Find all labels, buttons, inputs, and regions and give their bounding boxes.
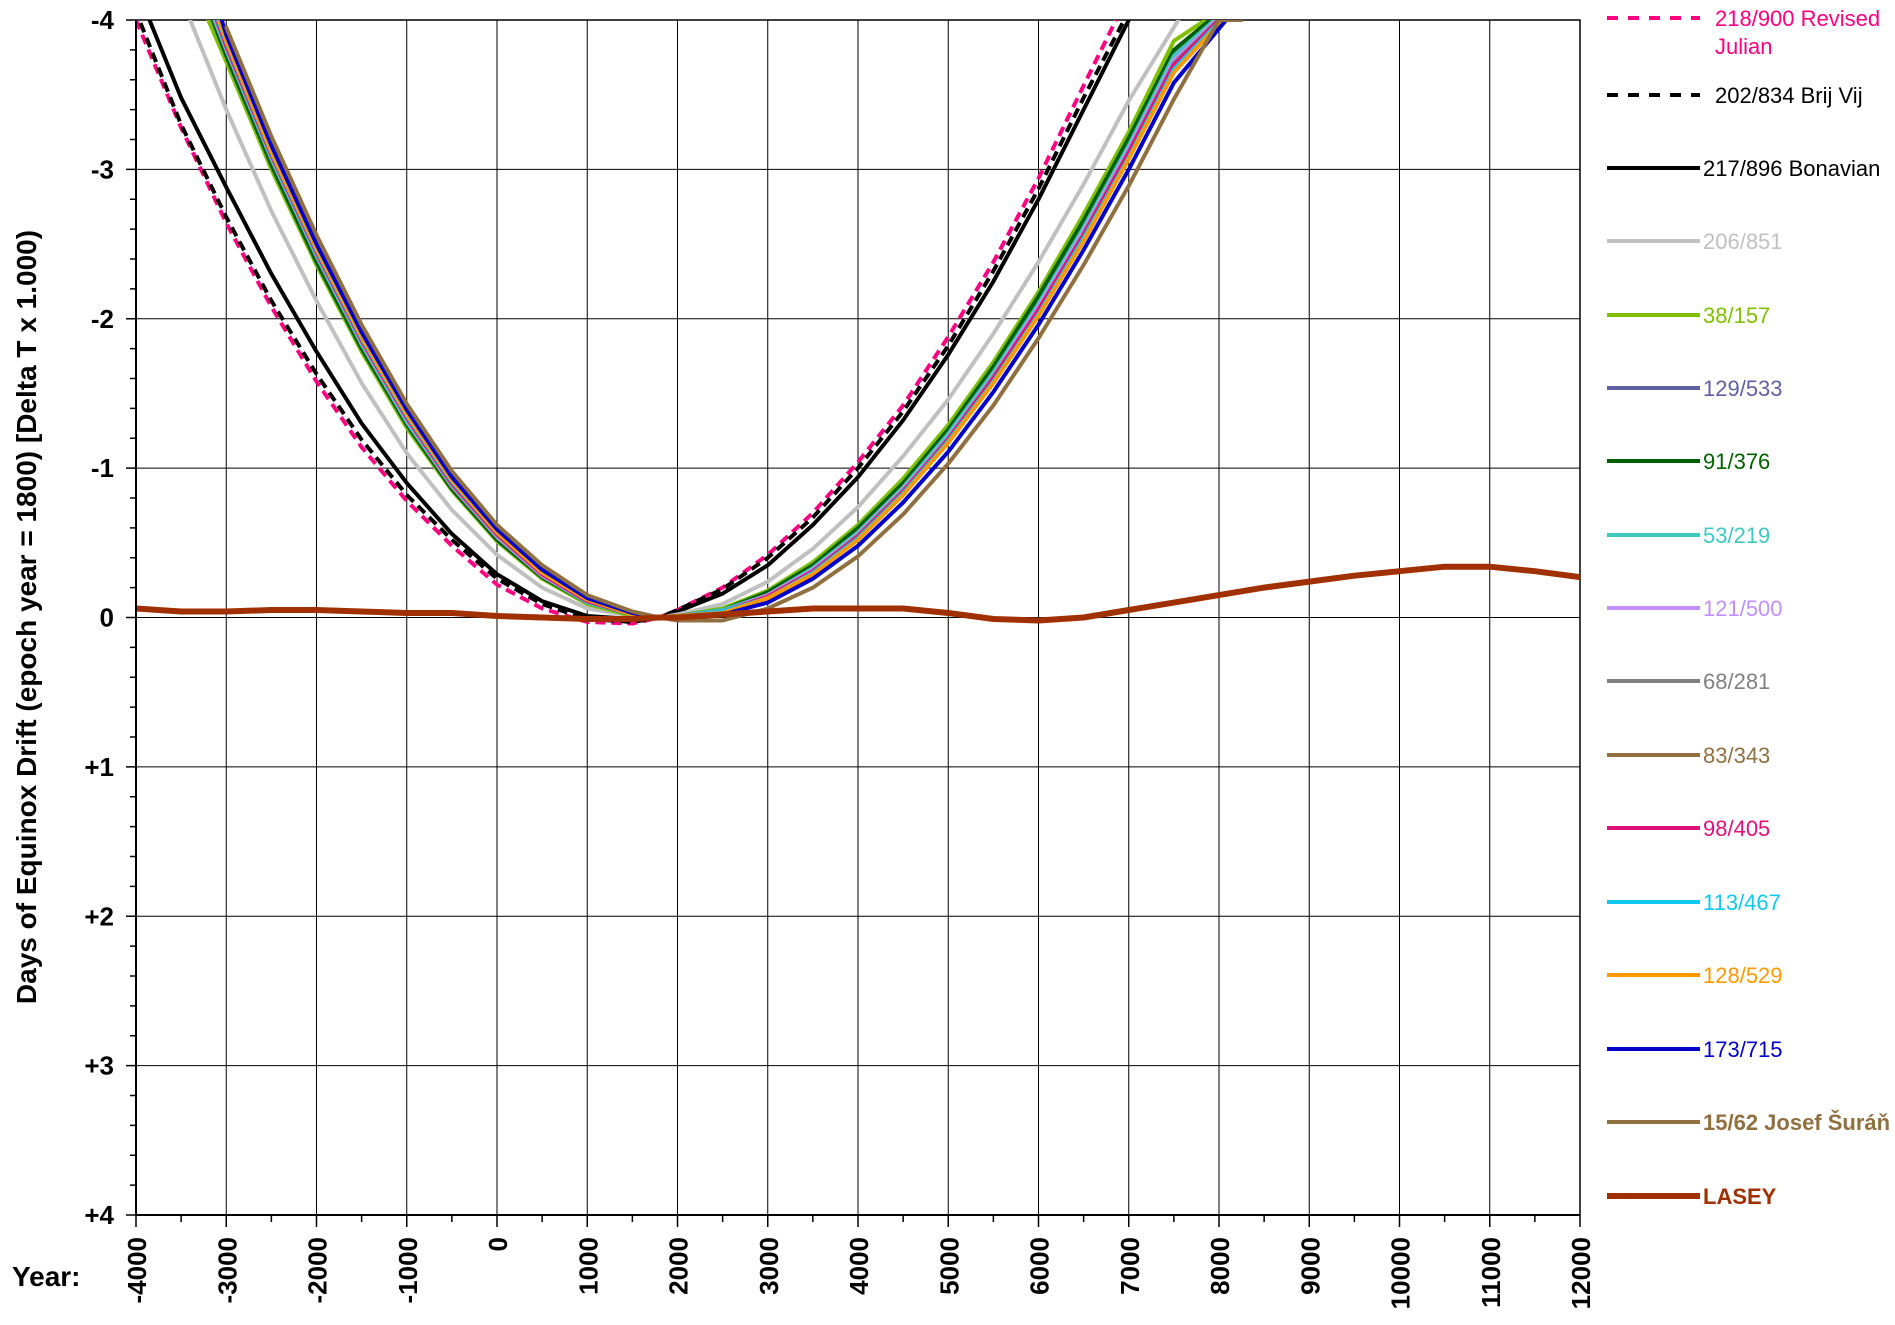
- legend-label-15: 15/62 Josef Šuráň: [1703, 1110, 1890, 1135]
- x-tick-label: -4000: [122, 1237, 152, 1304]
- y-tick-label: -3: [91, 154, 114, 184]
- y-tick-label: -4: [91, 5, 115, 35]
- legend-label-14: 173/715: [1703, 1037, 1783, 1062]
- y-tick-label: +1: [84, 752, 114, 782]
- x-tick-label: 8000: [1205, 1237, 1235, 1295]
- x-tick-label: 6000: [1025, 1237, 1055, 1295]
- x-tick-label: 1000: [573, 1237, 603, 1295]
- x-tick-label: 4000: [844, 1237, 874, 1295]
- legend-label-6: 91/376: [1703, 449, 1770, 474]
- legend-label-0-cont: Julian: [1715, 34, 1772, 59]
- legend-label-1: 202/834 Brij Vij: [1715, 83, 1863, 108]
- y-tick-label: 0: [100, 603, 114, 633]
- y-tick-label: +4: [84, 1200, 114, 1230]
- x-tick-label: 10000: [1386, 1237, 1416, 1309]
- y-tick-label: -1: [91, 453, 114, 483]
- series-line-16: [136, 563, 1580, 624]
- axes: -4 -3 -2 -1 0 +1 +2 +3 +4 -4000 -3000 -2000 -1000 0 10…: [84, 5, 1596, 1309]
- y-tick-label: +2: [84, 901, 114, 931]
- legend-label-3: 206/851: [1703, 229, 1783, 254]
- y-tick-label: -2: [91, 304, 114, 334]
- legend-label-16: LASEY: [1703, 1184, 1777, 1209]
- x-tick-label: -3000: [212, 1237, 242, 1304]
- legend-label-5: 129/533: [1703, 376, 1783, 401]
- x-tick-label: 3000: [754, 1237, 784, 1295]
- y-axis-title: Days of Equinox Drift (epoch year = 1800…: [11, 230, 42, 1004]
- legend-label-10: 83/343: [1703, 743, 1770, 768]
- y-tick-label: +3: [84, 1051, 114, 1081]
- legend-label-7: 53/219: [1703, 523, 1770, 548]
- series-layer: [136, 20, 1580, 626]
- x-axis-title: Year:: [12, 1261, 81, 1292]
- legend: 218/900 Revised Julian 202/834 Brij Vij 217…: [1607, 6, 1890, 1209]
- legend-label-0: 218/900 Revised: [1715, 6, 1880, 31]
- x-tick-label: 2000: [664, 1237, 694, 1295]
- legend-label-12: 113/467: [1703, 890, 1781, 915]
- x-tick-label: -1000: [393, 1237, 423, 1304]
- grid: [135, 19, 1581, 1216]
- x-tick-label: 12000: [1566, 1237, 1596, 1309]
- x-tick-label: 0: [483, 1237, 513, 1251]
- legend-label-2: 217/896 Bonavian: [1703, 156, 1880, 181]
- legend-label-13: 128/529: [1703, 963, 1783, 988]
- legend-label-9: 68/281: [1703, 669, 1770, 694]
- x-tick-label: 9000: [1295, 1237, 1325, 1295]
- legend-label-4: 38/157: [1703, 303, 1770, 328]
- x-tick-label: 11000: [1476, 1237, 1506, 1308]
- x-tick-label: 5000: [934, 1237, 964, 1295]
- series-line-15: [224, 20, 1244, 623]
- x-tick-label: -2000: [303, 1237, 333, 1304]
- legend-label-11: 98/405: [1703, 816, 1770, 841]
- x-tick-label: 7000: [1115, 1237, 1145, 1295]
- legend-label-8: 121/500: [1703, 596, 1783, 621]
